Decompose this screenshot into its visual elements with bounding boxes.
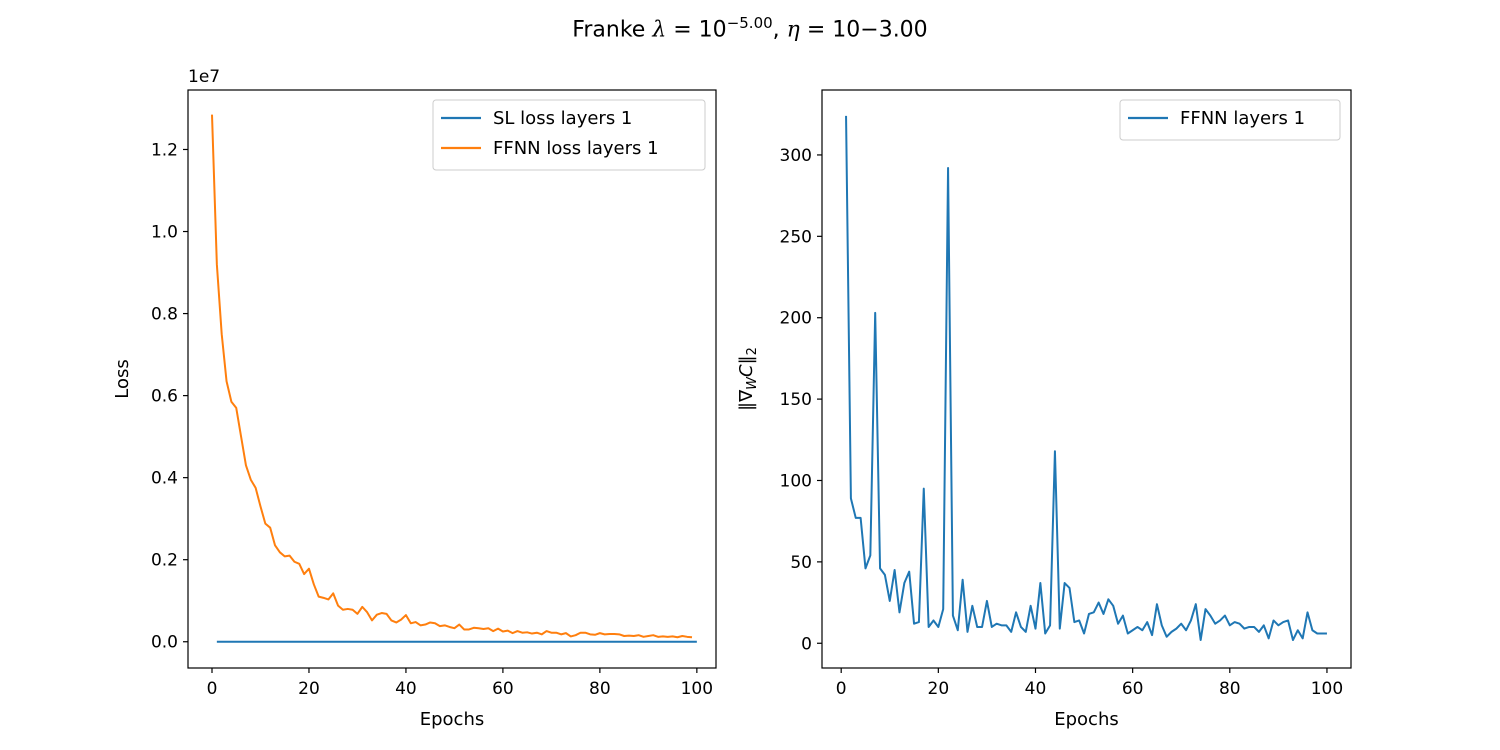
gradient-norm-plot: 0 20 40 60 80 100 0 50 100 150 200 250 300 Epochs ‖∇WC… (736, 89, 1352, 730)
x-tick-label-0-4: 80 (589, 679, 611, 699)
x-tick-label-1-4: 80 (1219, 679, 1241, 699)
x-axis-label-1: Epochs (1054, 709, 1119, 730)
legend-label-0-1: FFNN loss layers 1 (493, 138, 659, 159)
y-tick-label-1-1: 50 (790, 553, 812, 573)
series-line-0-1 (211, 114, 693, 639)
title-lambda: λ (652, 17, 667, 43)
loss-plot: 0 20 40 60 80 100 0.0 0.2 0.4 0.6 0.8 1.0 1.2 Epochs L… (112, 67, 717, 730)
x-tick-label-1-3: 60 (1122, 679, 1144, 699)
x-tick-label-1-2: 40 (1025, 679, 1047, 699)
title-prefix: Franke (572, 17, 653, 43)
y-tick-label-0-1: 0.2 (151, 551, 178, 571)
offset-label-0: 1e7 (188, 67, 220, 87)
y-tick-label-1-4: 200 (780, 309, 812, 329)
legend-box-1 (1119, 99, 1341, 141)
y-tick-label-0-2: 0.4 (151, 469, 178, 489)
y-tick-label-1-5: 250 (780, 227, 812, 247)
x-tick-label-1-5: 100 (1311, 679, 1343, 699)
title-comma: , (772, 17, 787, 43)
x-tick-label-0-0: 0 (207, 679, 218, 699)
figure-title: Franke λ = 10−5.00, η = 10−3.00 (0, 14, 1500, 42)
title-eta: η (786, 17, 800, 43)
x-tick-label-0-2: 40 (395, 679, 417, 699)
x-tick-label-0-5: 100 (681, 679, 713, 699)
x-tick-label-0-3: 60 (492, 679, 514, 699)
y-tick-label-0-4: 0.8 (151, 305, 178, 325)
x-tick-label-1-0: 0 (836, 679, 847, 699)
y-tick-label-0-3: 0.6 (151, 387, 178, 407)
axes-frame-1 (821, 89, 1352, 669)
y-axis-label-0: Loss (112, 359, 133, 398)
series-line-1-0 (845, 115, 1327, 641)
title-eq1: = 10 (666, 17, 727, 43)
legend-label-0-0: SL loss layers 1 (493, 108, 632, 129)
legend-box-0 (432, 99, 706, 171)
y-tick-label-1-0: 0 (801, 634, 812, 654)
y-tick-label-0-0: 0.0 (151, 633, 178, 653)
y-axis-label-1: ‖∇WC‖2 (736, 347, 760, 411)
y-tick-label-1-3: 150 (780, 390, 812, 410)
axes-frame-0 (187, 89, 717, 669)
y-tick-label-1-2: 100 (780, 471, 812, 491)
y-tick-label-0-5: 1.0 (151, 223, 178, 243)
y-tick-label-1-6: 300 (780, 146, 812, 166)
legend-label-1-0: FFNN layers 1 (1180, 108, 1305, 129)
legend-1: FFNN layers 1 (1119, 99, 1341, 141)
x-axis-label-0: Epochs (420, 709, 485, 730)
title-exponent: −5.00 (726, 14, 773, 32)
x-tick-label-0-1: 20 (298, 679, 320, 699)
legend-0: SL loss layers 1 FFNN loss layers 1 (432, 99, 706, 171)
title-rest: = 10−3.00 (799, 17, 928, 43)
x-tick-label-1-1: 20 (928, 679, 950, 699)
y-tick-label-0-6: 1.2 (151, 140, 178, 160)
